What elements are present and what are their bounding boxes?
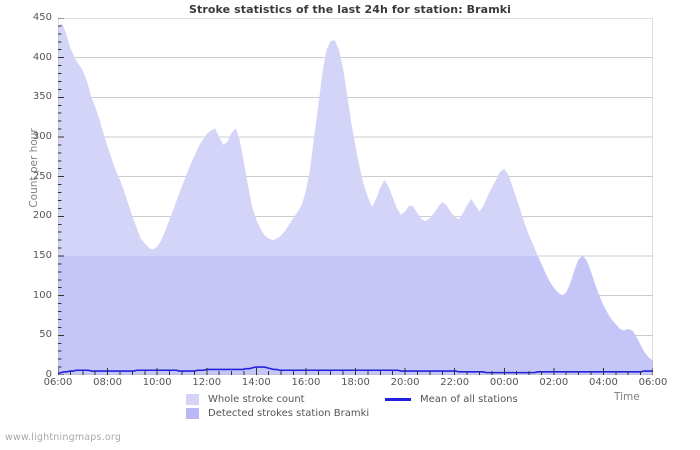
plot-canvas: [58, 18, 653, 375]
legend-swatch-marker: [186, 394, 199, 405]
legend-item: Whole stroke count: [186, 394, 305, 405]
legend-item-label: Mean of all stations: [420, 394, 518, 405]
y-tick-label: 250: [32, 170, 52, 182]
y-tick-label: 350: [32, 91, 52, 103]
y-tick-label: 200: [32, 210, 52, 222]
legend-swatch-marker: [186, 408, 199, 419]
y-tick-label: 0: [45, 369, 52, 380]
y-axis-tick-labels: 0 50 100 150 200 250 300 350 400 450: [0, 13, 52, 380]
x-tick-label: 16:00: [291, 377, 321, 388]
x-tick-label: 18:00: [341, 377, 370, 388]
chart-legend: Whole stroke count Mean of all stations De…: [186, 394, 606, 424]
x-tick-label: 00:00: [489, 377, 519, 388]
legend-item-label: Whole stroke count: [208, 394, 305, 405]
y-tick-label: 100: [32, 289, 52, 301]
y-axis-title: Count per hour: [28, 128, 40, 208]
legend-item: Mean of all stations: [385, 394, 518, 405]
x-tick-label: 06:00: [638, 377, 668, 388]
watermark: www.lightningmaps.org: [5, 432, 122, 443]
legend-item-label: Detected strokes station Bramki: [208, 408, 370, 419]
x-tick-label: 22:00: [440, 377, 470, 388]
x-axis-title: Time: [614, 391, 640, 403]
x-tick-label: 06:00: [43, 377, 73, 388]
y-tick-label: 400: [32, 51, 52, 63]
x-tick-label: 14:00: [241, 377, 271, 388]
y-tick-label: 150: [32, 250, 52, 261]
x-tick-label: 02:00: [539, 377, 569, 388]
plot-area: [58, 18, 653, 375]
x-tick-label: 12:00: [192, 377, 222, 388]
x-tick-label: 08:00: [93, 377, 122, 388]
x-tick-label: 20:00: [390, 377, 420, 388]
y-tick-label: 450: [32, 12, 52, 23]
x-axis-tick-labels: 06:00 08:00 10:00 12:00 14:00 16:00 18:00 20:00…: [44, 377, 668, 393]
y-tick-label: 300: [32, 131, 52, 142]
chart-title: Stroke statistics of the last 24h for st…: [188, 3, 512, 16]
x-tick-label: 04:00: [588, 377, 618, 388]
area-detected-strokes-station: [58, 256, 653, 375]
x-tick-label: 10:00: [142, 377, 172, 388]
y-tick-label: 50: [39, 329, 52, 341]
legend-line-marker: [385, 398, 411, 401]
legend-item: Detected strokes station Bramki: [186, 408, 369, 419]
